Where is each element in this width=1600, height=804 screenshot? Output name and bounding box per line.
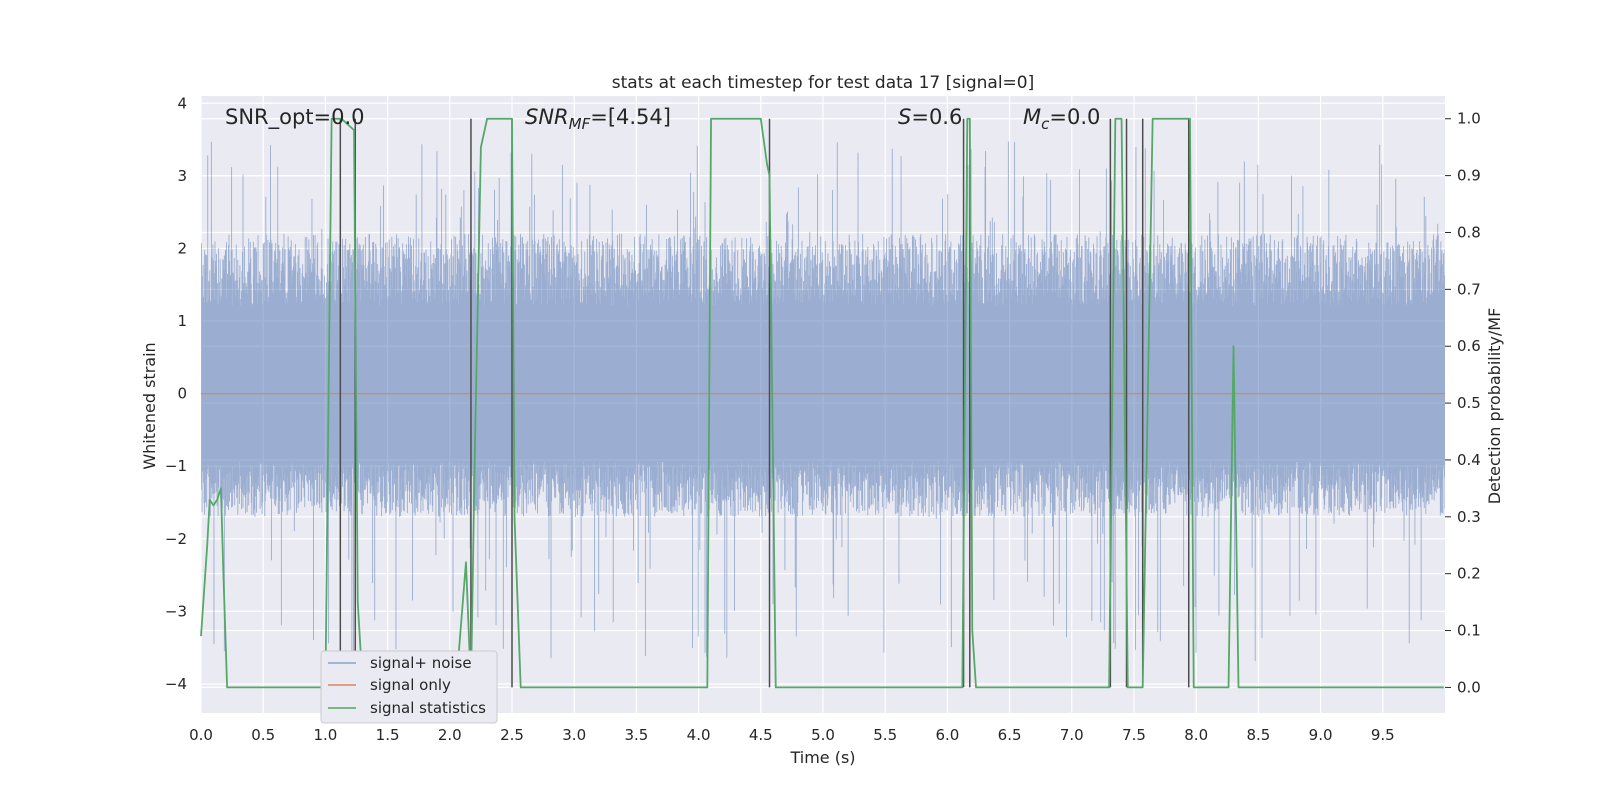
- x-tick-label: 7.0: [1060, 726, 1084, 744]
- y-right-tick-label: 0.1: [1457, 622, 1481, 640]
- x-tick-label: 0.5: [251, 726, 275, 744]
- chart-title: stats at each timestep for test data 17 …: [612, 73, 1035, 93]
- legend-label-signal-noise: signal+ noise: [370, 654, 472, 672]
- x-tick-label: 7.5: [1122, 726, 1146, 744]
- y-right-tick-label: 0.0: [1457, 678, 1481, 696]
- x-tick-label: 6.0: [935, 726, 959, 744]
- y-right-tick-label: 0.9: [1457, 167, 1481, 185]
- y-left-tick-label: −4: [165, 675, 187, 693]
- y-left-tick-label: −1: [165, 457, 187, 475]
- x-tick-label: 1.0: [313, 726, 337, 744]
- annotation-snr-mf: SNRMF=[4.54]: [525, 105, 671, 133]
- x-axis-label: Time (s): [789, 748, 855, 767]
- y-right-tick-label: 0.8: [1457, 223, 1481, 241]
- series-signal-statistics: [200, 117, 1444, 689]
- signal-statistics-line: [200, 117, 1444, 689]
- y-left-axis-ticks: −4 −3 −2 −1 0 1 2 3 4: [165, 94, 187, 693]
- annotation-spin: S=0.6: [898, 105, 962, 129]
- y-right-tick-label: 0.5: [1457, 394, 1481, 412]
- y-left-tick-label: 2: [177, 239, 187, 257]
- y-left-axis-label: Whitened strain: [140, 342, 159, 469]
- y-right-tick-label: 0.7: [1457, 280, 1481, 298]
- x-tick-label: 8.5: [1246, 726, 1270, 744]
- x-tick-label: 4.5: [749, 726, 773, 744]
- x-axis-ticks: 0.0 0.5 1.0 1.5 2.0 2.5 3.0 3.5 4.0 4.5 5.0 5.5 6.0 6…: [189, 726, 1395, 744]
- legend-label-signal-only: signal only: [370, 676, 451, 694]
- x-tick-label: 6.5: [998, 726, 1022, 744]
- x-tick-label: 5.5: [873, 726, 897, 744]
- x-tick-label: 3.5: [624, 726, 648, 744]
- annotation-chirp-mass: Mc=0.0: [1023, 105, 1100, 133]
- legend-box: [320, 650, 498, 724]
- x-tick-label: 0.0: [189, 726, 213, 744]
- x-tick-label: 5.0: [811, 726, 835, 744]
- x-tick-label: 8.0: [1184, 726, 1208, 744]
- y-left-tick-label: 1: [177, 312, 187, 330]
- x-tick-label: 1.5: [376, 726, 400, 744]
- y-right-tick-label: 0.2: [1457, 565, 1481, 583]
- y-left-tick-label: −3: [165, 602, 187, 620]
- x-tick-label: 2.0: [438, 726, 462, 744]
- y-right-tick-label: 0.3: [1457, 508, 1481, 526]
- y-left-tick-label: −2: [165, 530, 187, 548]
- y-right-tick-label: 0.6: [1457, 337, 1481, 355]
- annotation-snr-opt: SNR_opt=0.0: [225, 105, 365, 130]
- y-right-tick-label: 0.4: [1457, 451, 1481, 469]
- legend: signal+ noise signal only signal statist…: [320, 650, 498, 724]
- y-right-axis-ticks: 0.0 0.1 0.2 0.3 0.4 0.5 0.6 0.7 0.8 0.9 1.0: [1445, 110, 1481, 696]
- x-tick-label: 2.5: [500, 726, 524, 744]
- y-left-tick-label: 0: [177, 385, 187, 403]
- y-left-tick-label: 3: [177, 167, 187, 185]
- x-tick-label: 9.0: [1309, 726, 1333, 744]
- legend-label-signal-statistics: signal statistics: [370, 699, 486, 717]
- x-tick-label: 9.5: [1371, 726, 1395, 744]
- x-tick-label: 4.0: [687, 726, 711, 744]
- y-right-axis-label: Detection probability/MF: [1485, 308, 1504, 505]
- y-right-tick-label: 1.0: [1457, 110, 1481, 128]
- y-left-tick-label: 4: [177, 94, 187, 112]
- x-tick-label: 3.0: [562, 726, 586, 744]
